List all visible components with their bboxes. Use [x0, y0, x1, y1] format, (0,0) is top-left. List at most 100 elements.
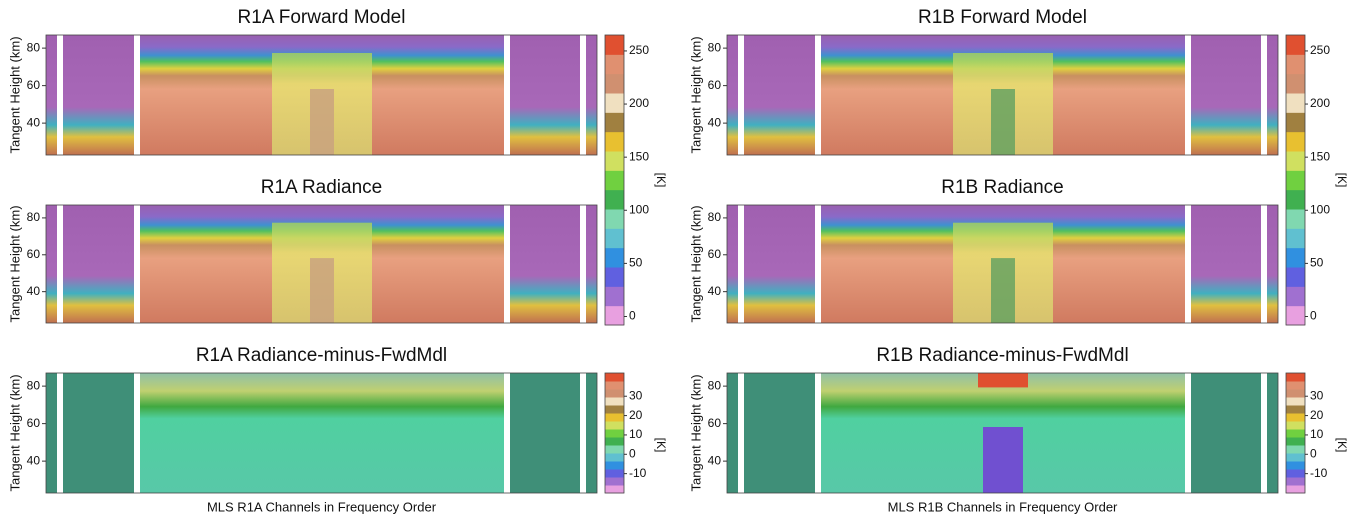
- x-axis-label: MLS R1B Channels in Frequency Order: [888, 499, 1118, 514]
- colorbar-tick-label: 50: [1310, 256, 1324, 270]
- colorbar-tick-label: 0: [1310, 309, 1317, 323]
- separator: [134, 205, 140, 323]
- colorbar-swatch: [605, 35, 624, 55]
- y-axis-label: Tangent Height (km): [688, 36, 703, 153]
- y-axis-label: Tangent Height (km): [7, 205, 22, 322]
- heatmap-center: [983, 427, 1023, 493]
- y-axis-label: Tangent Height (km): [7, 36, 22, 153]
- colorbar-swatch: [1286, 73, 1305, 94]
- heatmap-center: [978, 373, 1028, 388]
- y-tick-label: 80: [708, 40, 722, 54]
- colorbar-swatch: [605, 267, 624, 287]
- colorbar-swatch: [605, 228, 624, 249]
- separator: [1261, 205, 1267, 323]
- colorbar-swatch: [1286, 445, 1305, 454]
- colorbar-tick-label: 0: [1310, 446, 1317, 460]
- colorbar-tick-label: 10: [1310, 427, 1324, 441]
- colorbar-swatch: [605, 421, 624, 430]
- y-tick-label: 40: [27, 453, 41, 467]
- colorbar-tick-label: 250: [1310, 43, 1330, 57]
- colorbar-tick-label: 30: [1310, 388, 1324, 402]
- panel-title: R1A Forward Model: [238, 7, 406, 28]
- colorbar-label: [K]: [1335, 438, 1349, 453]
- colorbar-tick-label: -10: [1310, 466, 1328, 480]
- heatmap-core: [137, 373, 507, 493]
- separator: [134, 373, 140, 493]
- colorbar-swatch: [605, 397, 624, 406]
- colorbar-tick-label: -10: [629, 466, 647, 480]
- colorbar-swatch: [1286, 469, 1305, 478]
- colorbar-swatch: [605, 54, 624, 75]
- heatmap-image: [46, 205, 597, 323]
- colorbar-swatch: [605, 437, 624, 446]
- colorbar-swatch: [605, 469, 624, 478]
- colorbar-swatch: [605, 151, 624, 171]
- plot-frame: [726, 204, 1279, 324]
- y-tick-label: 60: [27, 416, 41, 430]
- plot-frame: [726, 372, 1279, 494]
- separator: [815, 205, 821, 323]
- panel-title: R1A Radiance: [261, 177, 382, 198]
- y-axis-label: Tangent Height (km): [7, 374, 22, 491]
- colorbar-swatch: [1286, 389, 1305, 398]
- y-tick-label: 40: [708, 453, 722, 467]
- separator: [1185, 205, 1191, 323]
- colorbar-swatch: [1286, 413, 1305, 422]
- colorbar-swatch: [605, 373, 624, 382]
- colorbar-swatch: [1286, 112, 1305, 133]
- colorbar-tick-label: 200: [1310, 96, 1330, 110]
- colorbar-swatch: [1286, 189, 1305, 210]
- separator: [738, 373, 744, 493]
- y-tick-label: 40: [27, 115, 41, 129]
- separator: [57, 205, 63, 323]
- panel-title: R1B Radiance: [941, 177, 1064, 198]
- heatmap-image: [46, 35, 597, 155]
- separator: [57, 373, 63, 493]
- colorbar-swatch: [605, 477, 624, 486]
- panel-title: R1A Radiance-minus-FwdMdl: [196, 345, 447, 366]
- colorbar-tick-label: 150: [1310, 149, 1330, 163]
- colorbar-tick-label: 50: [629, 256, 643, 270]
- colorbar-swatch: [605, 485, 624, 494]
- colorbar-swatch: [605, 445, 624, 454]
- plot-frame: [726, 34, 1279, 156]
- heatmap-center: [310, 258, 334, 323]
- colorbar-swatch: [605, 189, 624, 210]
- colorbar-swatch: [1286, 397, 1305, 406]
- colorbar-swatch: [605, 209, 624, 229]
- y-tick-label: 60: [27, 78, 41, 92]
- separator: [504, 205, 510, 323]
- y-tick-label: 40: [708, 115, 722, 129]
- y-tick-label: 40: [27, 284, 41, 298]
- colorbar-swatch: [1286, 477, 1305, 486]
- heatmap-center: [991, 89, 1015, 155]
- colorbar-swatch: [1286, 485, 1305, 494]
- heatmap-image: [727, 205, 1278, 323]
- colorbar-tick-label: 250: [629, 43, 649, 57]
- colorbar-swatch: [1286, 461, 1305, 470]
- colorbar-swatch: [1286, 405, 1305, 414]
- colorbar-label: [K]: [1335, 173, 1349, 188]
- colorbar-tick-label: 10: [629, 427, 643, 441]
- colorbar-swatch: [605, 112, 624, 133]
- y-axis-label: Tangent Height (km): [688, 374, 703, 491]
- y-tick-label: 80: [27, 40, 41, 54]
- colorbar-swatch: [1286, 437, 1305, 446]
- y-tick-label: 60: [708, 416, 722, 430]
- x-axis-label: MLS R1A Channels in Frequency Order: [207, 499, 437, 514]
- colorbar-label: [K]: [654, 173, 668, 188]
- colorbar-tick-label: 30: [629, 388, 643, 402]
- colorbar-swatch: [605, 286, 624, 307]
- y-tick-label: 60: [708, 247, 722, 261]
- colorbar-frame: [1285, 372, 1306, 494]
- colorbar-swatch: [1286, 35, 1305, 55]
- colorbar-swatch: [1286, 54, 1305, 75]
- colorbar-swatch: [605, 453, 624, 462]
- colorbar-swatch: [1286, 373, 1305, 382]
- colorbar-swatch: [1286, 421, 1305, 430]
- colorbar-swatch: [1286, 228, 1305, 249]
- colorbar-tick-label: 0: [629, 446, 636, 460]
- heatmap-image: [727, 35, 1278, 155]
- colorbar-tick-label: 20: [1310, 408, 1324, 422]
